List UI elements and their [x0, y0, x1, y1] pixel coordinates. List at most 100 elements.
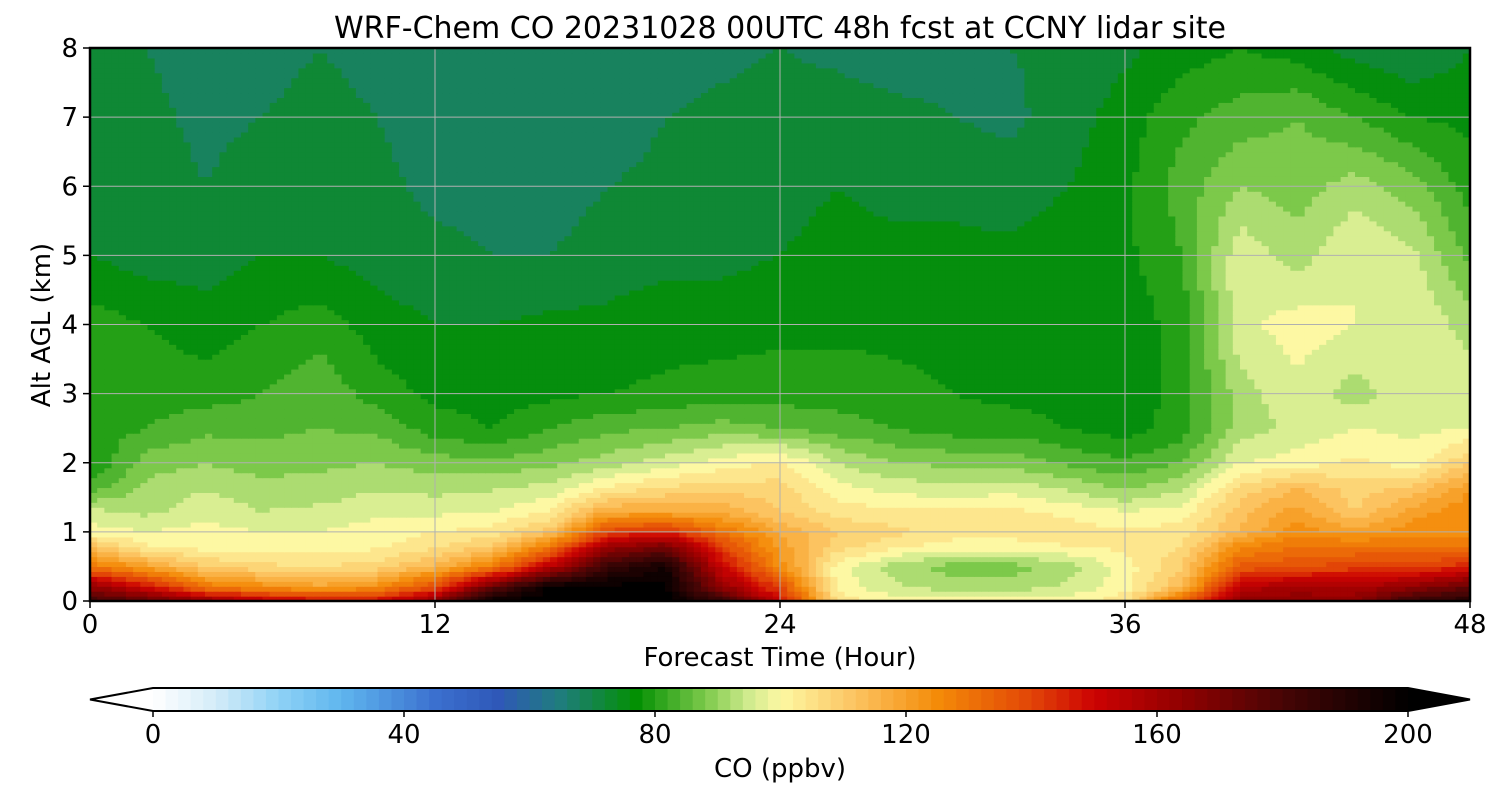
heatmap-cell	[938, 561, 946, 568]
heatmap-cell	[571, 596, 580, 601]
heatmap-cell	[1240, 497, 1248, 503]
heatmap-cell	[1419, 517, 1428, 523]
heatmap-cell	[909, 596, 918, 601]
heatmap-cell	[1290, 487, 1299, 493]
heatmap-cell	[240, 497, 249, 503]
heatmap-cell	[765, 477, 774, 484]
heatmap-cell	[305, 561, 314, 568]
heatmap-cell	[1311, 561, 1320, 568]
heatmap-cell	[629, 531, 637, 538]
heatmap-cell	[744, 517, 752, 523]
heatmap-cell	[859, 596, 867, 601]
heatmap-cell	[118, 472, 127, 479]
heatmap-cell	[1117, 502, 1126, 508]
heatmap-cell	[470, 497, 479, 503]
heatmap-cell	[557, 497, 565, 503]
heatmap-cell	[1045, 492, 1054, 498]
heatmap-cell	[607, 546, 616, 553]
heatmap-cell	[140, 497, 149, 503]
heatmap-cell	[456, 522, 465, 528]
heatmap-cell	[1031, 512, 1040, 518]
heatmap-cell	[578, 546, 587, 553]
heatmap-cell	[1268, 517, 1277, 523]
heatmap-cell	[262, 561, 271, 568]
heatmap-cell	[1031, 591, 1040, 597]
heatmap-cell	[715, 536, 724, 543]
heatmap-cell	[1434, 472, 1442, 479]
heatmap-cell	[686, 517, 695, 523]
heatmap-cell	[966, 517, 975, 523]
heatmap-cell	[564, 586, 573, 592]
heatmap-cell	[866, 551, 875, 558]
heatmap-cell	[276, 507, 285, 513]
heatmap-cell	[255, 546, 264, 553]
heatmap-cell	[830, 512, 839, 518]
heatmap-cell	[1290, 472, 1299, 479]
heatmap-cell	[1139, 507, 1148, 513]
heatmap-cell	[1024, 561, 1033, 568]
heatmap-cell	[1045, 487, 1054, 493]
heatmap-cell	[794, 531, 803, 538]
heatmap-cell	[1146, 512, 1155, 518]
heatmap-cell	[578, 492, 587, 498]
heatmap-cell	[1376, 482, 1385, 489]
heatmap-cell	[442, 596, 450, 601]
heatmap-cell	[1383, 581, 1392, 587]
heatmap-cell	[895, 502, 903, 508]
heatmap-cell	[758, 512, 767, 518]
heatmap-cell	[938, 541, 946, 548]
heatmap-cell	[938, 556, 946, 563]
heatmap-cell	[1326, 522, 1335, 528]
heatmap-cell	[355, 522, 364, 528]
heatmap-cell	[1232, 551, 1241, 558]
heatmap-cell	[413, 487, 422, 493]
heatmap-cell	[830, 502, 839, 508]
heatmap-cell	[528, 477, 537, 484]
heatmap-cell	[1081, 522, 1090, 528]
heatmap-cell	[348, 531, 357, 538]
heatmap-cell	[391, 536, 400, 543]
heatmap-cell	[169, 561, 177, 568]
heatmap-cell	[693, 492, 702, 498]
heatmap-cell	[844, 522, 853, 528]
heatmap-cell	[205, 487, 213, 493]
heatmap-cell	[1434, 507, 1442, 513]
heatmap-cell	[463, 561, 472, 568]
heatmap-cell	[492, 512, 501, 518]
heatmap-cell	[1261, 497, 1270, 503]
heatmap-cell	[1355, 576, 1363, 582]
heatmap-cell	[183, 591, 192, 597]
heatmap-cell	[478, 531, 486, 538]
heatmap-cell	[550, 512, 558, 518]
heatmap-cell	[1398, 586, 1406, 592]
heatmap-cell	[1362, 571, 1370, 577]
heatmap-cell	[1319, 556, 1327, 563]
heatmap-cell	[427, 561, 436, 568]
heatmap-cell	[140, 526, 149, 533]
heatmap-cell	[988, 477, 997, 484]
heatmap-cell	[370, 581, 379, 587]
heatmap-cell	[298, 497, 307, 503]
heatmap-cell	[1024, 566, 1033, 572]
heatmap-cell	[291, 556, 300, 563]
heatmap-cell	[1254, 531, 1263, 538]
heatmap-cell	[708, 522, 716, 528]
heatmap-cell	[1405, 536, 1414, 543]
heatmap-cell	[384, 531, 393, 538]
heatmap-cell	[176, 561, 185, 568]
heatmap-cell	[1232, 492, 1241, 498]
heatmap-cell	[147, 576, 156, 582]
heatmap-cell	[1053, 531, 1061, 538]
heatmap-cell	[636, 477, 645, 484]
heatmap-cell	[269, 492, 278, 498]
heatmap-cell	[197, 571, 206, 577]
heatmap-cell	[528, 482, 537, 489]
heatmap-cell	[1146, 517, 1155, 523]
heatmap-cell	[1189, 551, 1198, 558]
heatmap-cell	[895, 522, 903, 528]
heatmap-cell	[988, 492, 997, 498]
heatmap-cell	[1146, 586, 1155, 592]
heatmap-cell	[1304, 472, 1313, 479]
heatmap-cell	[923, 526, 932, 533]
heatmap-cell	[1081, 571, 1090, 577]
